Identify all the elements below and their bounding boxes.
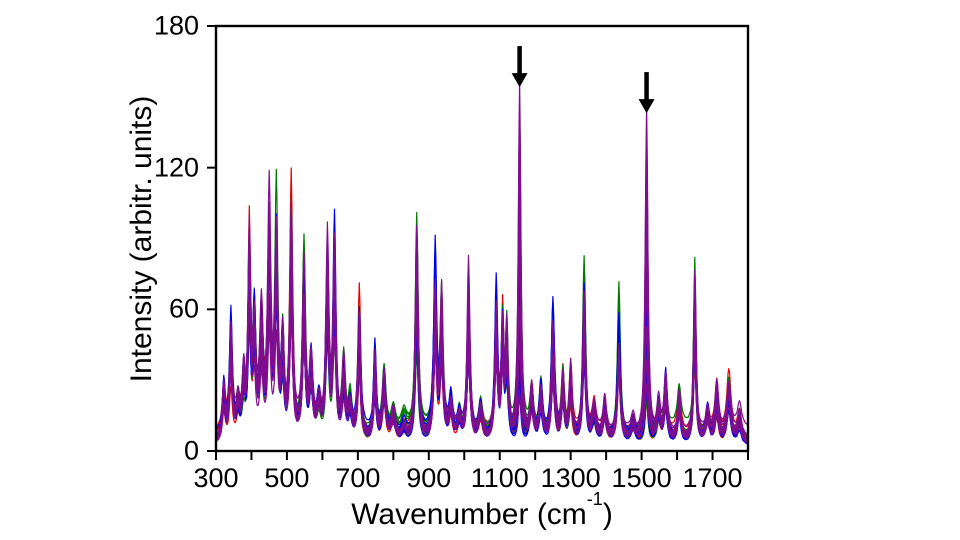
peak-arrow-icon-1	[511, 73, 528, 88]
x-axis-title-superscript: -1	[586, 488, 603, 509]
x-tick-label-1300: 1300	[540, 463, 601, 493]
spectrum-line-purple	[215, 79, 749, 443]
spectrum-line-purple	[215, 247, 749, 442]
x-axis-title: Wavenumber (cm-1)	[351, 489, 613, 532]
x-tick-label-1700: 1700	[682, 463, 743, 493]
y-tick-label-0: 0	[183, 435, 199, 466]
peak-arrow-icon-2	[638, 99, 655, 114]
x-tick-label-900: 900	[406, 463, 452, 493]
x-tick-label-500: 500	[264, 463, 310, 493]
x-axis-title-main: Wavenumber (cm	[351, 498, 587, 531]
y-tick-label-60: 60	[168, 293, 199, 324]
y-tick-label-120: 120	[153, 152, 199, 183]
x-tick-label-1500: 1500	[611, 463, 672, 493]
plot-frame	[214, 24, 750, 453]
x-tick-label-300: 300	[193, 463, 239, 493]
x-tick-label-700: 700	[335, 463, 381, 493]
x-axis-title-end: )	[602, 498, 613, 531]
y-axis-title: Intensity (arbitr. units)	[125, 95, 158, 383]
y-tick-label-180: 180	[153, 10, 199, 41]
x-tick-label-1100: 1100	[470, 463, 529, 493]
